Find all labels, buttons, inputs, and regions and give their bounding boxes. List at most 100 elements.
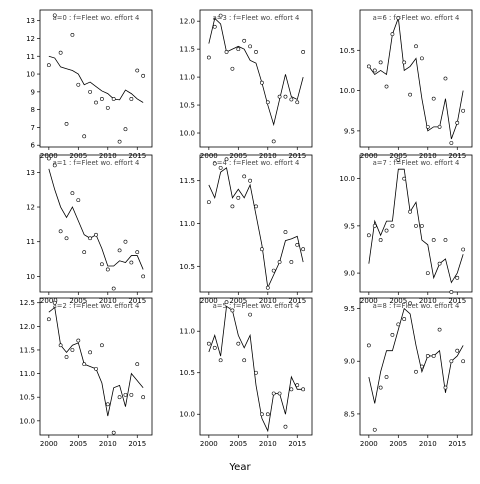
observed-point — [111, 286, 116, 291]
y-tick-label: 12.0 — [179, 18, 195, 26]
observed-point — [378, 238, 383, 242]
y-tick-label: 8.5 — [344, 410, 355, 418]
observed-point — [277, 94, 282, 99]
x-tick-label: 2005 — [389, 297, 407, 305]
observed-point — [111, 430, 116, 435]
observed-point — [46, 63, 51, 68]
observed-point — [449, 290, 454, 294]
x-tick-label: 2010 — [259, 440, 277, 448]
observed-point — [396, 157, 401, 162]
x-tick-label: 2010 — [259, 152, 277, 160]
observed-point — [105, 267, 110, 272]
observed-point — [135, 362, 140, 367]
y-tick-label: 11 — [26, 53, 35, 61]
panel-title: a=4 : f=Fleet wo. effort 4 — [213, 159, 300, 167]
observed-point — [425, 354, 430, 358]
y-tick-label: 10.0 — [339, 175, 355, 183]
observed-point — [212, 24, 217, 29]
y-tick-label: 11.0 — [179, 328, 195, 336]
observed-point — [230, 66, 235, 71]
observed-point — [437, 261, 442, 266]
observed-point — [419, 223, 424, 228]
fitted-line — [208, 167, 304, 290]
y-tick-label: 10.0 — [19, 417, 35, 425]
observed-point — [301, 387, 306, 392]
observed-point — [70, 348, 75, 352]
observed-point — [384, 84, 389, 89]
panel-title: a=5 : f=Fleet wo. effort 4 — [213, 302, 300, 310]
observed-point — [254, 50, 258, 54]
observed-point — [283, 94, 288, 99]
observed-point — [129, 392, 134, 397]
observed-point — [289, 387, 294, 392]
observed-point — [224, 157, 229, 162]
observed-point — [88, 350, 93, 355]
x-axis-label: Year — [228, 462, 251, 473]
fitted-line — [208, 17, 304, 127]
observed-point — [390, 223, 395, 228]
x-tick-label: 2005 — [69, 440, 87, 448]
observed-point — [248, 44, 253, 49]
x-tick-label: 2005 — [69, 152, 87, 160]
observed-point — [449, 359, 454, 364]
x-tick-label: 2015 — [288, 440, 306, 448]
observed-point — [254, 370, 258, 375]
observed-point — [390, 332, 395, 337]
observed-point — [64, 355, 69, 359]
observed-point — [378, 60, 383, 65]
observed-point — [94, 366, 98, 371]
observed-point — [88, 89, 93, 94]
observed-point — [94, 232, 98, 237]
observed-point — [58, 50, 63, 55]
y-tick-label: 10.5 — [179, 263, 195, 271]
y-tick-label: 7 — [31, 124, 35, 132]
fitted-line — [48, 168, 144, 270]
observed-point — [135, 68, 140, 73]
observed-point — [271, 139, 276, 144]
observed-point — [135, 250, 140, 255]
observed-point — [443, 385, 448, 390]
panel-title: a=1 : f=Fleet wo. effort 4 — [53, 159, 140, 167]
observed-point — [437, 124, 442, 129]
y-tick-label: 9.0 — [344, 358, 355, 366]
observed-point — [76, 82, 81, 87]
fitted-line — [368, 17, 464, 140]
observed-point — [70, 191, 75, 196]
x-tick-label: 2015 — [288, 152, 306, 160]
panel-title: a=0 : f=Fleet wo. effort 4 — [53, 14, 140, 22]
observed-point — [301, 247, 306, 252]
panel-3: a=6 : f=Fleet wo. effort 4 9.5 10.0 10.5 200… — [339, 9, 473, 160]
x-tick-label: 2015 — [448, 297, 466, 305]
observed-point — [402, 176, 407, 181]
observed-point — [212, 345, 217, 350]
panel-title: a=2 : f=Fleet wo. effort 4 — [53, 302, 140, 310]
y-tick-label: 10.5 — [19, 394, 35, 402]
observed-point — [236, 195, 241, 200]
y-tick-label: 12.5 — [19, 299, 35, 307]
observed-point — [414, 223, 418, 228]
x-tick-label: 2015 — [128, 152, 146, 160]
observed-point — [99, 262, 104, 267]
panel-1: a=0 : f=Fleet wo. effort 4 6 7 8 9 10 11 12 13 20… — [26, 9, 153, 160]
panel-title: a=7 : f=Fleet wo. effort 4 — [373, 159, 460, 167]
panel-frame — [39, 297, 153, 436]
observed-point — [94, 100, 98, 105]
observed-point — [384, 228, 389, 233]
observed-point — [419, 364, 424, 369]
observed-point — [461, 247, 466, 252]
observed-point — [248, 178, 253, 183]
panel-frame — [199, 9, 313, 148]
observed-point — [218, 165, 223, 170]
x-tick-label: 2000 — [200, 152, 218, 160]
x-tick-label: 2010 — [99, 297, 117, 305]
observed-point — [431, 354, 436, 358]
fitted-line — [208, 305, 304, 433]
fitted-line — [48, 55, 144, 103]
x-tick-label: 2005 — [229, 297, 247, 305]
panel-title: a=8 : f=Fleet wo. effort 4 — [373, 302, 460, 310]
observed-point — [117, 395, 122, 400]
observed-point — [242, 358, 247, 363]
observed-point — [52, 13, 57, 18]
observed-point — [58, 229, 63, 234]
observed-point — [265, 100, 270, 105]
